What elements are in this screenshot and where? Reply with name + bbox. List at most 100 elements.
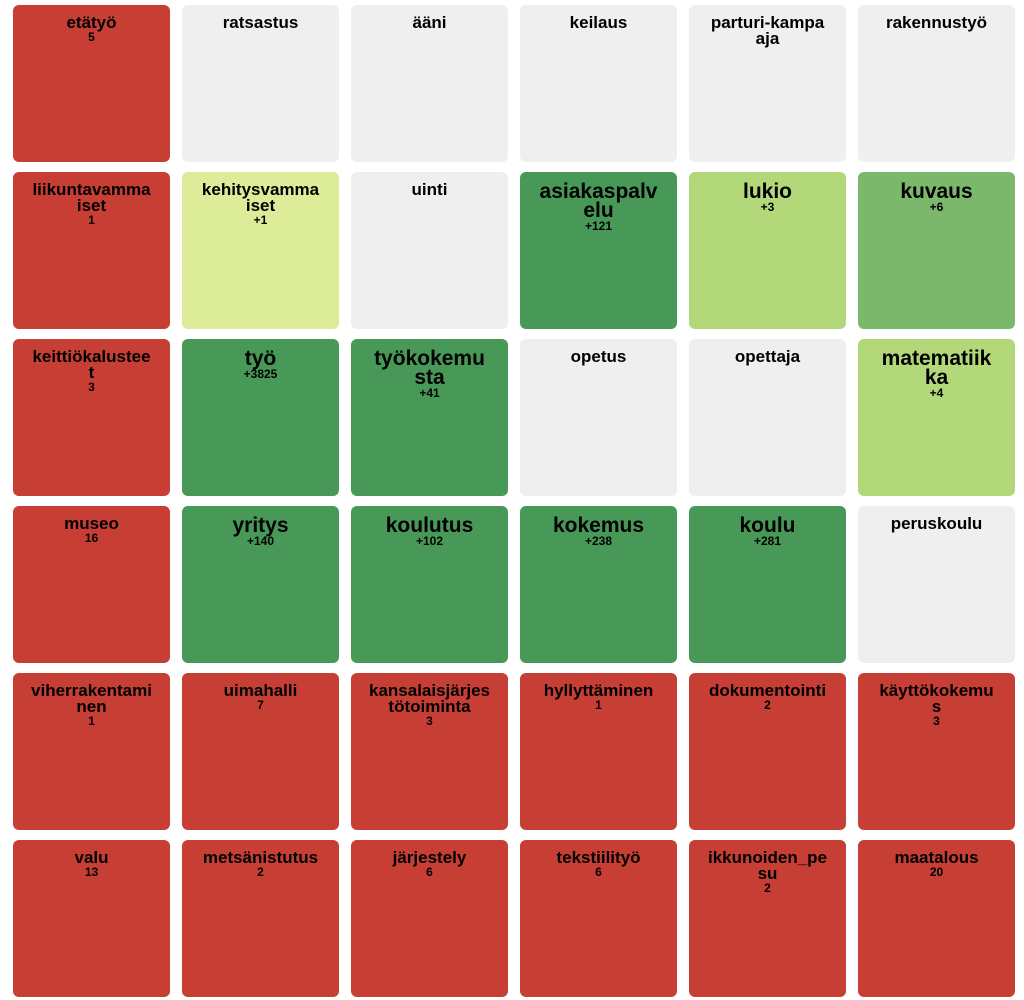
tag-tile[interactable]: ikkunoiden_pesu 2 [689, 840, 846, 997]
tag-term: ratsastus [222, 13, 299, 32]
tag-tile[interactable]: työkokemusta +41 [351, 339, 508, 496]
tag-term: opetus [570, 347, 627, 366]
tag-count: 6 [595, 865, 602, 879]
tag-term: matematiikka [881, 347, 992, 389]
tag-tile[interactable]: ääni [351, 5, 508, 162]
tag-tile[interactable]: kehitysvammaiset +1 [182, 172, 339, 329]
tag-tile[interactable]: asiakaspalvelu +121 [520, 172, 677, 329]
tag-term: tekstiilityö [556, 848, 641, 867]
tag-term: viherrakentaminen [31, 681, 152, 716]
tag-term: kansalaisjärjestötoiminta [369, 681, 490, 716]
tag-tile[interactable]: yritys +140 [182, 506, 339, 663]
tag-count: 20 [929, 865, 944, 879]
tag-term: etätyö [66, 13, 117, 32]
tag-tile[interactable]: liikuntavammaiset 1 [13, 172, 170, 329]
tag-term: peruskoulu [890, 514, 983, 533]
tag-count: 1 [595, 698, 602, 712]
tag-tile[interactable]: peruskoulu [858, 506, 1015, 663]
tag-count: 3 [88, 380, 95, 394]
tag-term: ikkunoiden_pesu [707, 848, 828, 883]
tag-term: asiakaspalvelu [539, 180, 658, 222]
tag-term: järjestely [392, 848, 467, 867]
tag-tile[interactable]: koulu +281 [689, 506, 846, 663]
tag-tile[interactable]: kuvaus +6 [858, 172, 1015, 329]
tag-count: +140 [246, 534, 275, 548]
tag-term: kokemus [552, 514, 645, 537]
tag-count: +102 [415, 534, 444, 548]
tag-term: yritys [232, 514, 289, 537]
tag-count: +4 [929, 386, 944, 400]
tag-term: kehitysvammaiset [201, 180, 320, 215]
tag-count: 2 [764, 698, 771, 712]
tag-tile[interactable]: uinti [351, 172, 508, 329]
tag-tile[interactable]: työ +3825 [182, 339, 339, 496]
tag-count: 1 [88, 213, 95, 227]
tag-term: liikuntavammaiset [32, 180, 151, 215]
tag-tile[interactable]: valu 13 [13, 840, 170, 997]
tag-term: metsänistutus [202, 848, 319, 867]
tag-count: +6 [929, 200, 944, 214]
tag-tile[interactable]: dokumentointi 2 [689, 673, 846, 830]
tag-tile[interactable]: keilaus [520, 5, 677, 162]
tag-term: lukio [742, 180, 792, 203]
tag-count: 3 [933, 714, 940, 728]
tag-term: koulutus [385, 514, 474, 537]
tag-tile[interactable]: maatalous 20 [858, 840, 1015, 997]
tag-term: työkokemusta [374, 347, 485, 389]
tag-grid: etätyö 5 ratsastus ääni keilaus parturi-kampa… [13, 5, 1015, 997]
tag-tile[interactable]: rakennustyö [858, 5, 1015, 162]
tag-count: +281 [753, 534, 782, 548]
tag-count: 7 [257, 698, 264, 712]
tag-tile[interactable]: hyllyttäminen 1 [520, 673, 677, 830]
tag-tile[interactable]: keittiökalusteet 3 [13, 339, 170, 496]
tag-count: +238 [584, 534, 613, 548]
tag-term: maatalous [894, 848, 979, 867]
tag-term: ääni [412, 13, 447, 32]
tag-term: hyllyttäminen [543, 681, 654, 700]
tag-term: uimahalli [223, 681, 298, 700]
tag-tile[interactable]: lukio +3 [689, 172, 846, 329]
tag-term: valu [74, 848, 109, 867]
tag-tile[interactable]: viherrakentaminen 1 [13, 673, 170, 830]
tag-tile[interactable]: uimahalli 7 [182, 673, 339, 830]
tag-tile[interactable]: kokemus +238 [520, 506, 677, 663]
tag-term: kuvaus [900, 180, 973, 203]
tag-count: 6 [426, 865, 433, 879]
tag-tile[interactable]: koulutus +102 [351, 506, 508, 663]
tag-count: +1 [253, 213, 268, 227]
tag-tile[interactable]: opetus [520, 339, 677, 496]
tag-term: keilaus [569, 13, 628, 32]
tag-term: työ [244, 347, 277, 370]
tag-count: 3 [426, 714, 433, 728]
tag-count: 2 [257, 865, 264, 879]
tag-tile[interactable]: opettaja [689, 339, 846, 496]
tag-term: rakennustyö [885, 13, 988, 32]
tag-tile[interactable]: käyttökokemus 3 [858, 673, 1015, 830]
tag-tile[interactable]: järjestely 6 [351, 840, 508, 997]
tag-count: +121 [584, 219, 613, 233]
tag-count: 13 [84, 865, 99, 879]
tag-tile[interactable]: parturi-kampaaja [689, 5, 846, 162]
tag-count: +41 [419, 386, 440, 400]
tag-tile[interactable]: metsänistutus 2 [182, 840, 339, 997]
tag-count: +3 [760, 200, 775, 214]
tag-tile[interactable]: ratsastus [182, 5, 339, 162]
tag-count: 2 [764, 881, 771, 895]
tag-term: käyttökokemus [879, 681, 994, 716]
tag-tile[interactable]: etätyö 5 [13, 5, 170, 162]
tag-term: keittiökalusteet [32, 347, 151, 382]
tag-tile[interactable]: matematiikka +4 [858, 339, 1015, 496]
tag-count: 5 [88, 30, 95, 44]
tag-term: museo [64, 514, 119, 533]
tag-count: +3825 [243, 367, 278, 381]
tag-tile[interactable]: tekstiilityö 6 [520, 840, 677, 997]
tag-count: 1 [88, 714, 95, 728]
tag-tile[interactable]: kansalaisjärjestötoiminta 3 [351, 673, 508, 830]
tag-term: opettaja [734, 347, 801, 366]
tag-term: dokumentointi [708, 681, 827, 700]
tag-count: 16 [84, 531, 99, 545]
tag-tile[interactable]: museo 16 [13, 506, 170, 663]
tag-term: koulu [739, 514, 796, 537]
tag-term: parturi-kampaaja [710, 13, 825, 48]
tag-term: uinti [411, 180, 448, 199]
